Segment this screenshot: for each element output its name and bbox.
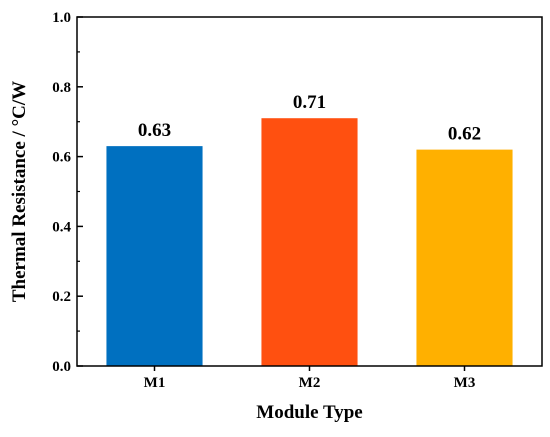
y-axis: 0.0 0.2 0.4 0.6 0.8 1.0	[52, 10, 83, 375]
bar-m1	[106, 146, 203, 366]
data-label-m3: 0.62	[448, 124, 481, 145]
x-tick-label-m1: M1	[144, 375, 166, 391]
data-label-m2: 0.71	[293, 92, 326, 113]
y-tick-label: 1.0	[52, 10, 71, 26]
bar-m2	[261, 118, 358, 367]
bars-group	[106, 118, 513, 367]
y-tick-label: 0.8	[52, 80, 71, 96]
y-tick-label: 0.0	[52, 359, 71, 375]
data-labels-group: 0.63 0.71 0.62	[138, 92, 481, 144]
x-axis: M1 M2 M3	[144, 366, 476, 391]
y-tick-label: 0.6	[52, 150, 71, 166]
y-tick-label: 0.2	[52, 289, 71, 305]
data-label-m1: 0.63	[138, 120, 171, 141]
x-axis-title: Module Type	[256, 402, 362, 423]
x-tick-label-m2: M2	[299, 375, 321, 391]
y-axis-title: Thermal Resistance / °C/W	[9, 81, 30, 302]
bar-m3	[416, 149, 513, 366]
y-tick-label: 0.4	[52, 219, 71, 235]
x-tick-label-m3: M3	[454, 375, 476, 391]
